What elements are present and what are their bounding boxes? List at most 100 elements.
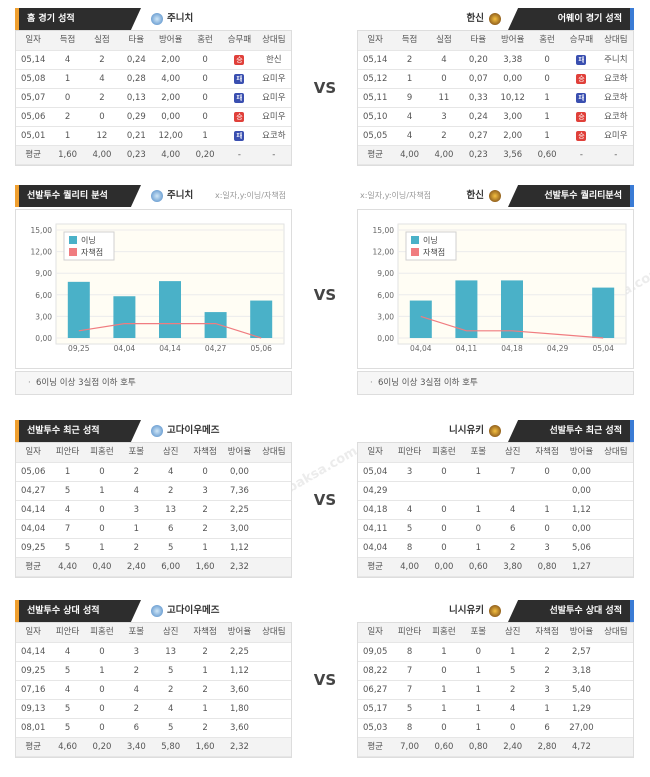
x-tick-label: 04,27 xyxy=(205,344,227,353)
table-cell: 1 xyxy=(202,131,208,141)
panel-title: 선발투수 상대 성적 xyxy=(27,606,100,616)
y-tick-label: 12,00 xyxy=(373,248,395,257)
table-cell: 득점 xyxy=(401,35,418,45)
table-cell: 1 xyxy=(441,704,447,714)
table-cell: 홈런 xyxy=(197,35,213,45)
table-cell: 0 xyxy=(99,505,105,515)
table-cell: 05,06 xyxy=(21,112,46,122)
table-row: 04,14 4 0 3 13 2 2,25 xyxy=(16,643,291,662)
table-cell: 04,18 xyxy=(363,505,388,515)
table-cell: 08,01 xyxy=(21,723,46,733)
table-cell: 5 xyxy=(64,666,71,676)
table-cell: 삼진 xyxy=(504,627,521,637)
table-cell: 삼진 xyxy=(504,447,521,457)
table-cell: 0 xyxy=(441,524,447,534)
table-cell: 1 xyxy=(202,666,208,676)
bar xyxy=(159,281,181,338)
table-cell: 평균 xyxy=(25,742,41,752)
table-cell: 0 xyxy=(99,685,105,695)
table-row: 09,25 5 1 2 5 1 1,12 xyxy=(16,662,291,681)
table-cell: 1 xyxy=(99,543,105,553)
table-cell: 삼진 xyxy=(162,447,179,457)
legend-label: 이닝 xyxy=(423,235,438,245)
table-cell: 3 xyxy=(544,685,550,695)
table-cell: 상대팀 xyxy=(604,627,628,637)
table-cell: 0 xyxy=(99,467,105,477)
result-icon: 패 xyxy=(234,131,245,141)
table-cell: 1 xyxy=(475,704,482,714)
table-cell: - xyxy=(272,150,276,160)
result-icon: 승 xyxy=(576,74,587,84)
table-cell: 05,14 xyxy=(21,55,46,65)
table-cell: 0 xyxy=(441,723,447,733)
table-row: 05,04 3 0 1 7 0 0,00 xyxy=(358,463,633,482)
table-cell: 홈런 xyxy=(539,35,555,45)
bar xyxy=(592,287,615,338)
table-cell: 0,60 xyxy=(434,742,454,752)
table-row: 05,05 4 2 0,27 2,00 1 승 요미우 xyxy=(358,127,633,146)
table-cell: 평균 xyxy=(367,562,383,572)
panel-header: 선발투수 상대 성적 니시유키 xyxy=(357,600,634,622)
table-cell: 일자 xyxy=(25,447,41,457)
table-cell: 2 xyxy=(99,55,105,65)
table-cell: 09,25 xyxy=(21,666,46,676)
table-cell: 0,60 xyxy=(468,562,488,572)
table-cell: 0 xyxy=(99,524,105,534)
team-name: 고다이우메즈 xyxy=(167,425,220,436)
table-cell: 05,06 xyxy=(21,467,46,477)
table-average-row: 평균 4,60 0,20 3,40 5,80 1,60 2,32 xyxy=(16,738,291,757)
bar xyxy=(455,280,478,338)
table-cell: 2 xyxy=(133,543,140,553)
note-bullet: · xyxy=(370,378,373,388)
table-row: 09,13 5 0 2 4 1 1,80 xyxy=(16,700,291,719)
y-tick-label: 3,00 xyxy=(377,312,394,321)
table-row: 05,07 0 2 0,13 2,00 0 패 요미우 xyxy=(16,89,291,108)
x-tick-label: 04,04 xyxy=(410,344,432,353)
table-cell: 6 xyxy=(509,524,516,534)
table-cell: 0 xyxy=(544,467,550,477)
table-cell: 2 xyxy=(202,723,208,733)
table-cell: 0,13 xyxy=(126,93,146,103)
title-banner: 선발투수 최근 성적 xyxy=(508,420,634,442)
table-cell: 피안타 xyxy=(397,447,422,457)
table-cell: 4,40 xyxy=(58,562,78,572)
y-tick-label: 6,00 xyxy=(35,291,52,300)
bar xyxy=(250,300,273,338)
table-cell: 1 xyxy=(64,467,71,477)
legend-label: 자책점 xyxy=(81,247,103,257)
table-cell: 05,04 xyxy=(363,467,388,477)
title-banner: 선발투수 퀄리티분석 xyxy=(508,185,634,207)
table-header-row: 일자 피안타 피홈런 포볼 삼진 자책점 방어율 상대팀 xyxy=(358,623,633,643)
table-row: 05,14 4 2 0,24 2,00 0 승 한신 xyxy=(16,51,291,70)
legend-swatch xyxy=(69,236,77,244)
table-cell: 4 xyxy=(133,685,140,695)
table-cell: 4,00 xyxy=(161,74,181,84)
team-name: 주니치 xyxy=(167,190,194,201)
table-cell: 06,27 xyxy=(363,685,388,695)
table-row: 05,06 2 0 0,29 0,00 0 승 요미우 xyxy=(16,108,291,127)
table-cell: 04,27 xyxy=(21,486,46,496)
table-cell: 1 xyxy=(544,93,550,103)
table-cell: 0 xyxy=(475,524,482,534)
table-cell: 0,29 xyxy=(126,112,146,122)
table-cell: 1,60 xyxy=(195,562,215,572)
table-cell: 5 xyxy=(167,666,174,676)
table-cell: 3,38 xyxy=(503,55,523,65)
table-cell: 10,12 xyxy=(500,93,525,103)
table-row: 04,14 4 0 3 13 2 2,25 xyxy=(16,501,291,520)
table-cell: 1 xyxy=(64,131,71,141)
table-cell: 3 xyxy=(133,647,140,657)
table-cell: 5,40 xyxy=(571,685,591,695)
table-cell: 05,12 xyxy=(363,74,388,84)
y-tick-label: 0,00 xyxy=(35,334,52,343)
note-row: · 6이닝 이상 3실점 이하 호투 xyxy=(15,371,292,395)
table-row: 05,06 1 0 2 4 0 0,00 xyxy=(16,463,291,482)
table-cell: 04,29 xyxy=(363,486,388,496)
table-row: 04,18 4 0 1 4 1 1,12 xyxy=(358,501,633,520)
table-row: 05,01 1 12 0,21 12,00 1 패 요코하 xyxy=(16,127,291,146)
table-header-row: 일자 득점 실점 타율 방어율 홈런 승무패 상대팀 xyxy=(358,31,633,51)
table-cell: 4 xyxy=(509,704,516,714)
table-cell: 평균 xyxy=(25,562,41,572)
table-cell: 4 xyxy=(441,55,447,65)
table-cell: 2 xyxy=(133,467,140,477)
